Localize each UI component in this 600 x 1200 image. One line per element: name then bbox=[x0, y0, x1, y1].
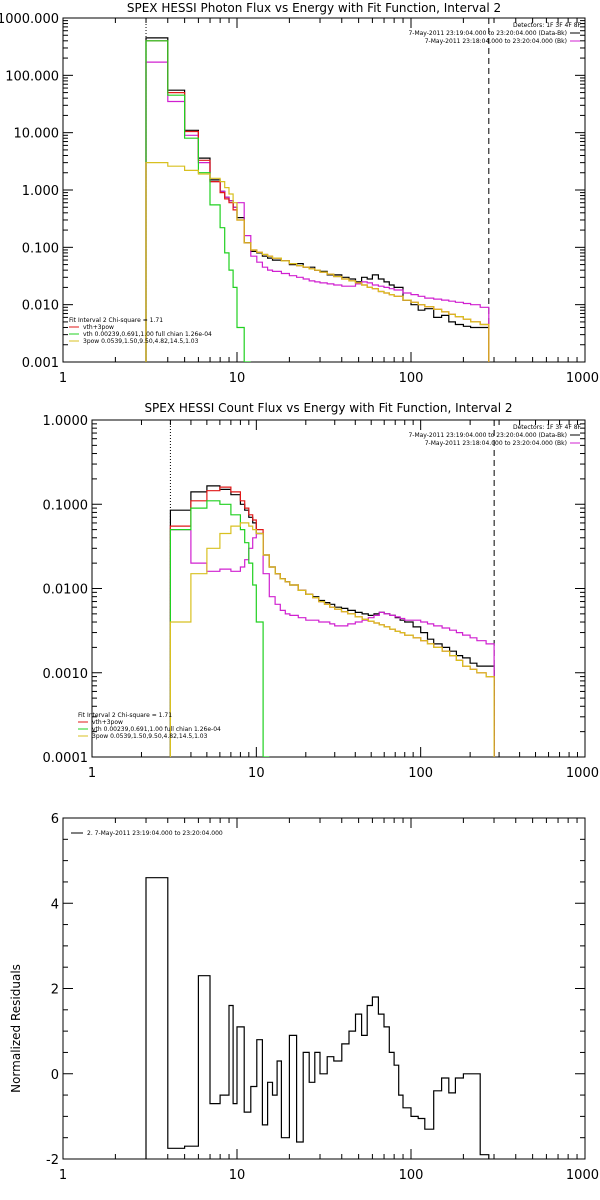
fit-header: Fit Interval 2 Chi-square = 1.71 bbox=[78, 712, 172, 719]
y-tick-label: 100.000 bbox=[5, 69, 59, 84]
series-residuals bbox=[145, 877, 490, 1159]
y-tick-label: 10.000 bbox=[14, 127, 60, 142]
legend-label: vth+3pow bbox=[92, 719, 123, 726]
series-data-bk bbox=[169, 485, 495, 757]
y-tick-label: 6 bbox=[51, 812, 59, 827]
y-tick-label: 0.0001 bbox=[43, 751, 89, 766]
y-tick-label: 1.000 bbox=[22, 184, 59, 199]
legend-label: 2. 7-May-2011 23:19:04.000 to 23:20:04.0… bbox=[87, 830, 223, 837]
series-data-bk bbox=[145, 37, 490, 362]
y-tick-label: -2 bbox=[46, 1153, 59, 1168]
x-tick-label: 100 bbox=[399, 1168, 424, 1183]
y-tick-label: 0.010 bbox=[22, 299, 59, 314]
x-tick-label: 100 bbox=[399, 371, 424, 386]
y-tick-label: 0.0100 bbox=[43, 583, 89, 598]
series-vth-3pow bbox=[145, 40, 490, 362]
legend-label: vth 0.00239,0.691,1.00 full chian 1.26e-… bbox=[83, 331, 212, 338]
x-tick-label: 100 bbox=[408, 766, 433, 781]
y-tick-label: 0.0010 bbox=[43, 667, 89, 682]
series-group bbox=[145, 877, 490, 1159]
y-axis: -2 0 2 4 6 bbox=[46, 812, 585, 1168]
legend-label: vth 0.00239,0.691,1.00 full chian 1.26e-… bbox=[92, 726, 221, 733]
panel-1: SPEX HESSI Photon Flux vs Energy with Fi… bbox=[0, 1, 599, 386]
y-tick-label: 0 bbox=[51, 1068, 59, 1083]
time-interval-label: 7-May-2011 23:19:04.000 to 23:20:04.000 … bbox=[408, 30, 567, 37]
detectors-label: Detectors: 1F 3F 4F 8F bbox=[513, 22, 582, 29]
y-tick-label: 1000.000 bbox=[0, 12, 59, 27]
y-axis: 0.001 0.010 0.100 1.000 10.000 100.000 1000.00… bbox=[0, 12, 585, 371]
plot-frame bbox=[62, 817, 586, 1160]
y-tick-label: 0.001 bbox=[22, 356, 59, 371]
x-tick-label: 1000 bbox=[566, 1168, 599, 1183]
y-tick-label: 4 bbox=[51, 897, 59, 912]
time-interval-label: 7-May-2011 23:18:04.000 to 23:20:04.000 … bbox=[425, 38, 567, 45]
x-tick-label: 10 bbox=[229, 371, 246, 386]
plot-frame bbox=[62, 17, 586, 363]
y-axis: 0.0001 0.0010 0.0100 0.1000 1.0000 bbox=[43, 414, 585, 766]
series-3pow bbox=[169, 522, 495, 757]
x-axis: 1 10 100 1000 bbox=[88, 420, 599, 781]
y-tick-label: 2 bbox=[51, 983, 59, 998]
y-axis-label: Normalized Residuals bbox=[9, 964, 23, 1093]
legend-label: 3pow 0.0539,1.50,9.50,4.82,14.5,1.03 bbox=[83, 338, 199, 345]
legend-label: 3pow 0.0539,1.50,9.50,4.82,14.5,1.03 bbox=[92, 733, 208, 740]
series-vth bbox=[169, 500, 270, 757]
plot-frame bbox=[91, 419, 586, 758]
x-tick-label: 10 bbox=[229, 1168, 246, 1183]
time-interval-label: 7-May-2011 23:18:04.000 to 23:20:04.000 … bbox=[425, 440, 567, 447]
x-tick-label: 1 bbox=[59, 1168, 67, 1183]
fit-header: Fit Interval 2 Chi-square = 1.71 bbox=[69, 317, 163, 324]
chart-title: SPEX HESSI Count Flux vs Energy with Fit… bbox=[144, 401, 512, 415]
panel-3: 1 10 100 1000 -2 0 2 4 6 Normalized Residuals 2. 7… bbox=[9, 812, 599, 1183]
x-axis: 1 10 100 1000 bbox=[59, 818, 599, 1183]
x-tick-label: 1000 bbox=[566, 371, 599, 386]
series-3pow bbox=[145, 162, 490, 362]
x-tick-label: 10 bbox=[248, 766, 265, 781]
series-bk bbox=[145, 61, 490, 362]
series-group bbox=[145, 37, 490, 362]
legend-label: vth+3pow bbox=[83, 324, 114, 331]
y-tick-label: 1.0000 bbox=[43, 414, 89, 429]
chart-title: SPEX HESSI Photon Flux vs Energy with Fi… bbox=[127, 1, 501, 15]
x-tick-label: 1 bbox=[88, 766, 96, 781]
time-interval-label: 7-May-2011 23:19:04.000 to 23:20:04.000 … bbox=[408, 432, 567, 439]
x-tick-label: 1000 bbox=[566, 766, 599, 781]
series-vth bbox=[145, 40, 251, 362]
y-tick-label: 0.100 bbox=[22, 241, 59, 256]
x-axis: 1 10 100 1000 bbox=[59, 18, 599, 386]
x-tick-label: 1 bbox=[59, 371, 67, 386]
series-group bbox=[169, 485, 495, 757]
panel-2: SPEX HESSI Count Flux vs Energy with Fit… bbox=[43, 401, 600, 781]
series-vth-3pow bbox=[169, 486, 495, 757]
series-bk bbox=[169, 529, 495, 757]
y-tick-label: 0.1000 bbox=[43, 498, 89, 513]
detectors-label: Detectors: 1F 3F 4F 8F bbox=[513, 424, 582, 431]
